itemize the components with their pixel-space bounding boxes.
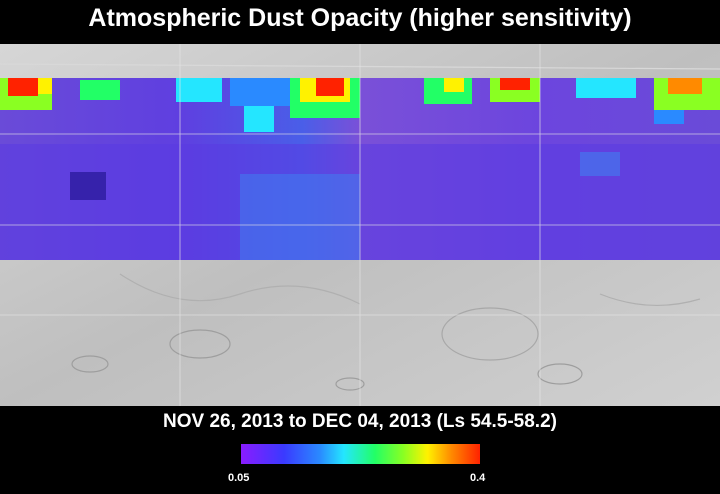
dust-blue-patch-2 xyxy=(580,152,620,176)
dust-dark-spot xyxy=(70,172,106,200)
map-canvas xyxy=(0,44,720,406)
map-title: Atmospheric Dust Opacity (higher sensiti… xyxy=(0,0,720,44)
dust-blue-patch xyxy=(240,174,360,260)
scale-max-label: 0.4 xyxy=(470,472,486,484)
mars-dust-opacity-map xyxy=(0,44,720,406)
date-range-caption: NOV 26, 2013 to DEC 04, 2013 (Ls 54.5-58… xyxy=(163,411,557,432)
northern-dust-cells xyxy=(0,78,720,132)
scale-min-label: 0.05 xyxy=(228,472,250,484)
map-grid xyxy=(0,44,720,406)
color-scale-bar xyxy=(241,444,480,464)
